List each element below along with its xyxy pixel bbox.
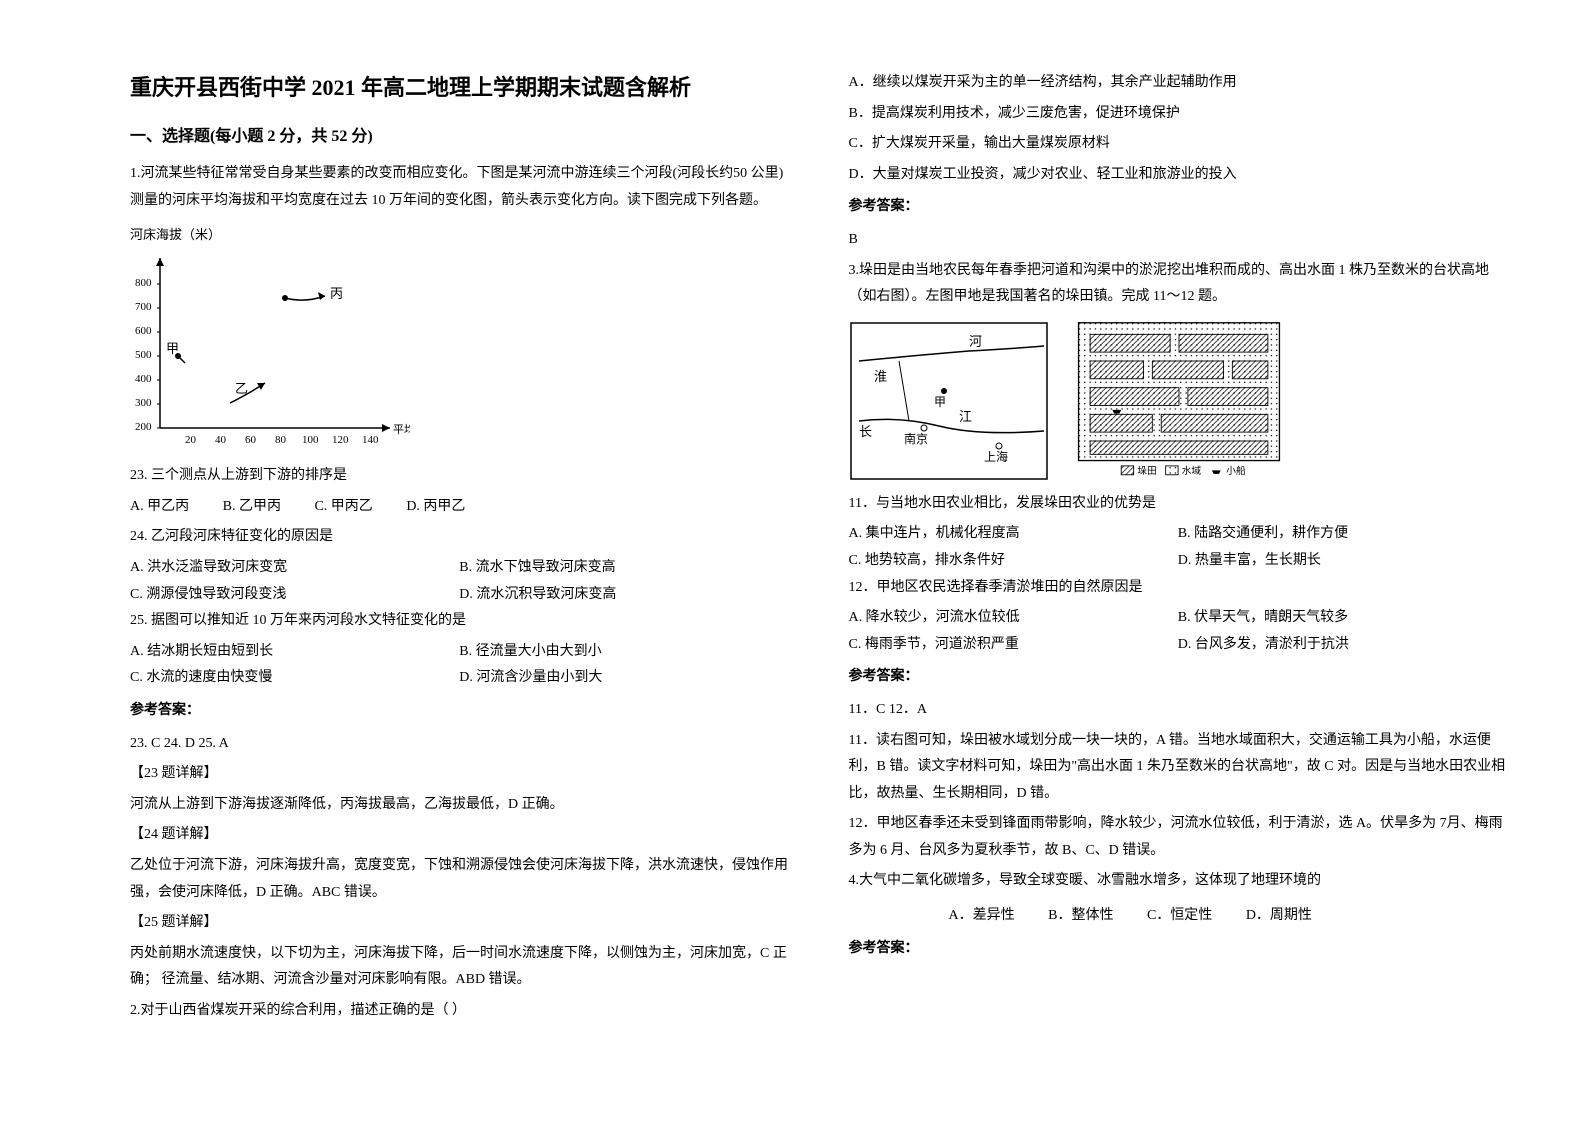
svg-text:小船: 小船: [1226, 464, 1246, 477]
q4-intro: 4.大气中二氧化碳增多，导致全球变暖、冰雪融水增多，这体现了地理环境的: [849, 868, 1508, 895]
q1-answers: 23. C 24. D 25. A: [130, 731, 789, 758]
q2-opt-c: C．扩大煤炭开采量，输出大量煤炭原材料: [849, 131, 1508, 158]
q11-opt-a: A. 集中连片，机械化程度高: [849, 521, 1178, 548]
q12-opt-d: D. 台风多发，清淤利于抗洪: [1178, 632, 1507, 659]
chart-svg: 200 300 400 500 600 700 800 20 40 60 80 …: [130, 248, 410, 448]
svg-text:700: 700: [135, 301, 152, 313]
q2-opt-b: B．提高煤炭利用技术，减少三废危害，促进环境保护: [849, 101, 1508, 128]
q2-answer-label: 参考答案：: [849, 194, 1508, 221]
q24-opt-d: D. 流水沉积导致河床变高: [459, 582, 788, 609]
q25-opt-a: A. 结冰期长短由短到长: [130, 639, 459, 666]
q24-options: A. 洪水泛滥导致河床变宽 B. 流水下蚀导致河床变高 C. 溯源侵蚀导致河段变…: [130, 555, 789, 608]
right-column: A．继续以煤炭开采为主的单一经济结构，其余产业起辅助作用 B．提高煤炭利用技术，…: [819, 70, 1538, 1082]
q4-answer-label: 参考答案：: [849, 936, 1508, 963]
svg-text:江: 江: [959, 409, 972, 424]
svg-text:南京: 南京: [904, 431, 928, 446]
svg-text:400: 400: [135, 373, 152, 385]
q24: 24. 乙河段河床特征变化的原因是: [130, 524, 789, 551]
left-column: 重庆开县西街中学 2021 年高二地理上学期期末试题含解析 一、选择题(每小题 …: [100, 70, 819, 1082]
q25-options: A. 结冰期长短由短到长 B. 径流量大小由大到小 C. 水流的速度由快变慢 D…: [130, 639, 789, 692]
q11-opt-c: C. 地势较高，排水条件好: [849, 548, 1178, 575]
q23-opt-c: C. 甲丙乙: [314, 494, 372, 521]
q23-options: A. 甲乙丙 B. 乙甲丙 C. 甲丙乙 D. 丙甲乙: [130, 494, 789, 521]
q25: 25. 据图可以推知近 10 万年来丙河段水文特征变化的是: [130, 608, 789, 635]
q25-opt-b: B. 径流量大小由大到小: [459, 639, 788, 666]
svg-text:乙: 乙: [235, 381, 248, 396]
svg-text:20: 20: [185, 434, 197, 446]
q24-opt-b: B. 流水下蚀导致河床变高: [459, 555, 788, 582]
svg-text:80: 80: [275, 434, 287, 446]
svg-text:120: 120: [332, 434, 349, 446]
svg-text:平均宽度: 平均宽度: [393, 422, 410, 436]
detail23-label: 【23 题详解】: [130, 761, 789, 788]
q3-answer-label: 参考答案：: [849, 664, 1508, 691]
svg-text:800: 800: [135, 277, 152, 289]
svg-text:500: 500: [135, 349, 152, 361]
section-header: 一、选择题(每小题 2 分，共 52 分): [130, 122, 789, 146]
svg-text:长: 长: [859, 424, 872, 439]
q23-opt-a: A. 甲乙丙: [130, 494, 189, 521]
q12-opt-c: C. 梅雨季节，河道淤积严重: [849, 632, 1178, 659]
svg-text:甲: 甲: [934, 395, 946, 409]
svg-text:上海: 上海: [984, 449, 1008, 464]
svg-text:40: 40: [215, 434, 227, 446]
detail24: 乙处位于河流下游，河床海拔升高，宽度变宽，下蚀和溯源侵蚀会使河床海拔下降，洪水流…: [130, 853, 789, 906]
detail24-label: 【24 题详解】: [130, 822, 789, 849]
q24-opt-c: C. 溯源侵蚀导致河段变浅: [130, 582, 459, 609]
q4-options: A．差异性 B．整体性 C．恒定性 D．周期性: [849, 903, 1508, 930]
q3-maps: 淮 河 长 江 南京 上海 甲: [849, 321, 1508, 481]
svg-text:60: 60: [245, 434, 257, 446]
q4-opt-c: C．恒定性: [1147, 903, 1212, 930]
q2-opt-d: D．大量对煤炭工业投资，减少对农业、轻工业和旅游业的投入: [849, 162, 1508, 189]
page-title: 重庆开县西街中学 2021 年高二地理上学期期末试题含解析: [130, 70, 789, 102]
svg-text:140: 140: [362, 434, 379, 446]
q23: 23. 三个测点从上游到下游的排序是: [130, 463, 789, 490]
q3-intro: 3.垛田是由当地农民每年春季把河道和沟渠中的淤泥挖出堆积而成的、高出水面 1 株…: [849, 258, 1508, 311]
q12-opt-b: B. 伏旱天气，晴朗天气较多: [1178, 605, 1507, 632]
q4-opt-b: B．整体性: [1048, 903, 1113, 930]
q11-options: A. 集中连片，机械化程度高 B. 陆路交通便利，耕作方便 C. 地势较高，排水…: [849, 521, 1508, 574]
detail23: 河流从上游到下游海拔逐渐降低，丙海拔最高，乙海拔最低，D 正确。: [130, 792, 789, 819]
svg-text:河: 河: [969, 334, 982, 349]
q12: 12．甲地区农民选择春季清淤堆田的自然原因是: [849, 575, 1508, 602]
q23-opt-d: D. 丙甲乙: [406, 494, 465, 521]
q12-opt-a: A. 降水较少，河流水位较低: [849, 605, 1178, 632]
detail12: 12．甲地区春季还未受到锋面雨带影响，降水较少，河流水位较低，利于清淤，选 A。…: [849, 811, 1508, 864]
svg-text:甲: 甲: [166, 341, 179, 356]
q1-chart: 河床海拔（米） 200 300 400 500 600 700 800 20 4…: [130, 224, 789, 453]
q4-opt-a: A．差异性: [949, 903, 1015, 930]
map-left: 淮 河 长 江 南京 上海 甲: [849, 321, 1049, 481]
svg-text:丙: 丙: [330, 286, 343, 301]
detail25: 丙处前期水流速度快，以下切为主，河床海拔下降，后一时间水流速度下降，以侧蚀为主，…: [130, 941, 789, 994]
q25-opt-d: D. 河流含沙量由小到大: [459, 665, 788, 692]
q11-opt-d: D. 热量丰富，生长期长: [1178, 548, 1507, 575]
q1-answer-label: 参考答案：: [130, 698, 789, 725]
chart-ylabel: 河床海拔（米）: [130, 224, 789, 243]
svg-text:100: 100: [302, 434, 319, 446]
map-right: 垛田 水域 小船: [1064, 321, 1294, 481]
q1-intro: 1.河流某些特征常常受自身某些要素的改变而相应变化。下图是某河流中游连续三个河段…: [130, 161, 789, 214]
detail25-label: 【25 题详解】: [130, 910, 789, 937]
q2-opt-a: A．继续以煤炭开采为主的单一经济结构，其余产业起辅助作用: [849, 70, 1508, 97]
q11-opt-b: B. 陆路交通便利，耕作方便: [1178, 521, 1507, 548]
detail11: 11．读右图可知，垛田被水域划分成一块一块的，A 错。当地水域面积大，交通运输工…: [849, 728, 1508, 808]
q25-opt-c: C. 水流的速度由快变慢: [130, 665, 459, 692]
svg-text:淮: 淮: [874, 369, 887, 384]
q12-options: A. 降水较少，河流水位较低 B. 伏旱天气，晴朗天气较多 C. 梅雨季节，河道…: [849, 605, 1508, 658]
svg-text:600: 600: [135, 325, 152, 337]
q2-intro: 2.对于山西省煤炭开采的综合利用，描述正确的是（ ）: [130, 998, 789, 1025]
svg-text:300: 300: [135, 397, 152, 409]
svg-text:200: 200: [135, 421, 152, 433]
q24-opt-a: A. 洪水泛滥导致河床变宽: [130, 555, 459, 582]
q2-answer: B: [849, 227, 1508, 254]
q23-opt-b: B. 乙甲丙: [223, 494, 281, 521]
q11: 11．与当地水田农业相比，发展垛田农业的优势是: [849, 491, 1508, 518]
svg-text:水域: 水域: [1181, 464, 1201, 477]
q4-opt-d: D．周期性: [1246, 903, 1312, 930]
svg-text:垛田: 垛田: [1137, 465, 1157, 477]
q3-answers: 11．C 12．A: [849, 697, 1508, 724]
